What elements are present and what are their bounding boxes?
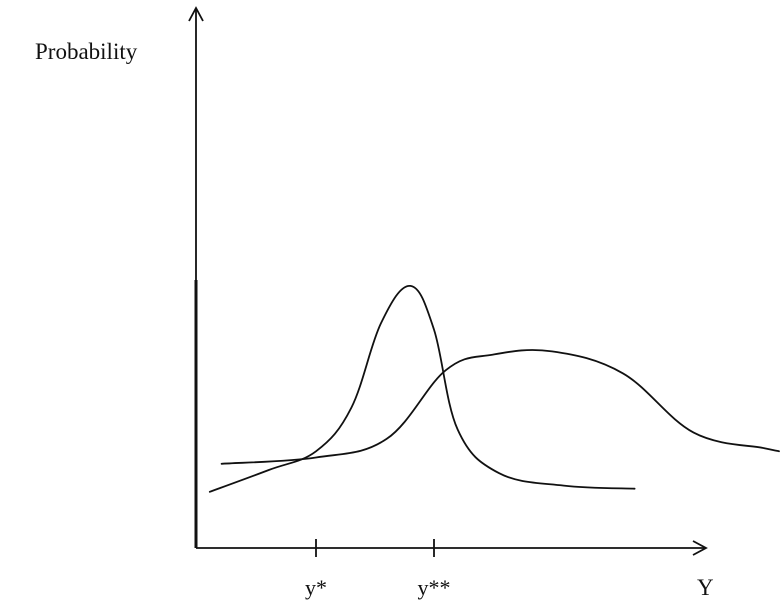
y-axis-label: Probability [35, 39, 138, 64]
curve-narrow [208, 285, 636, 493]
curve-wide [220, 349, 780, 465]
curves [208, 285, 780, 493]
x-tick-label: y* [305, 575, 327, 600]
x-ticks [315, 539, 435, 557]
x-tick-label: y** [418, 575, 451, 600]
x-axis-label: Y [697, 575, 714, 600]
x-tick-labels: y* y** [305, 575, 451, 600]
